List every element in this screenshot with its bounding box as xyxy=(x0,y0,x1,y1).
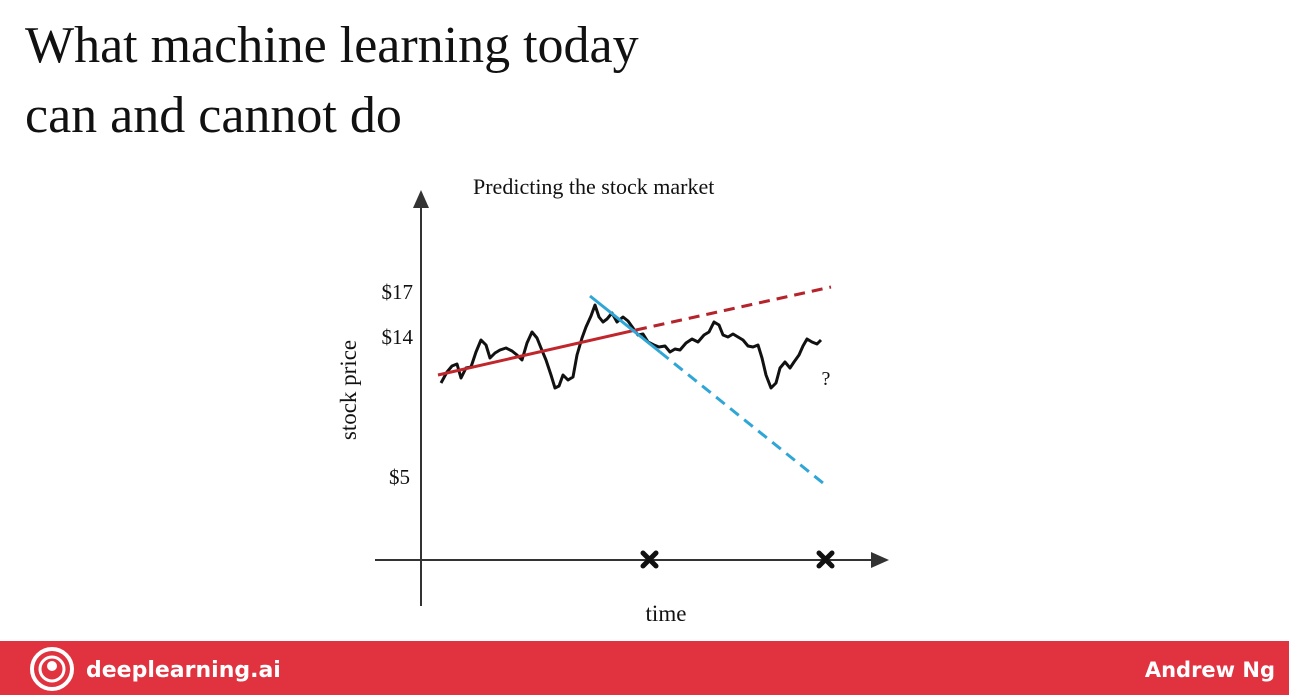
trend-extrapolation xyxy=(659,350,824,485)
trend-line xyxy=(437,328,637,377)
axis-arrow xyxy=(413,190,429,208)
trend-line xyxy=(589,294,661,354)
y-tick-label: $17 xyxy=(382,280,414,304)
x-axis-label: time xyxy=(646,601,687,626)
title-line: can and cannot do xyxy=(25,87,402,144)
diagram-title: Predicting the stock market xyxy=(473,174,714,199)
logo xyxy=(30,647,74,691)
time-marker xyxy=(640,550,659,569)
y-axis-label: stock price xyxy=(336,340,361,440)
footer-bar xyxy=(0,641,1289,695)
price-curve xyxy=(439,303,823,390)
trend-extrapolation xyxy=(635,285,832,332)
title-line: What machine learning today xyxy=(25,17,639,74)
brand: deeplearning.ai xyxy=(86,658,281,683)
time-marker xyxy=(816,550,835,569)
axis-arrow xyxy=(871,552,889,568)
author: Andrew Ng xyxy=(1145,658,1275,682)
annotation: ? xyxy=(822,368,831,390)
y-tick-label: $14 xyxy=(382,325,414,349)
y-tick-label: $5 xyxy=(389,465,410,489)
